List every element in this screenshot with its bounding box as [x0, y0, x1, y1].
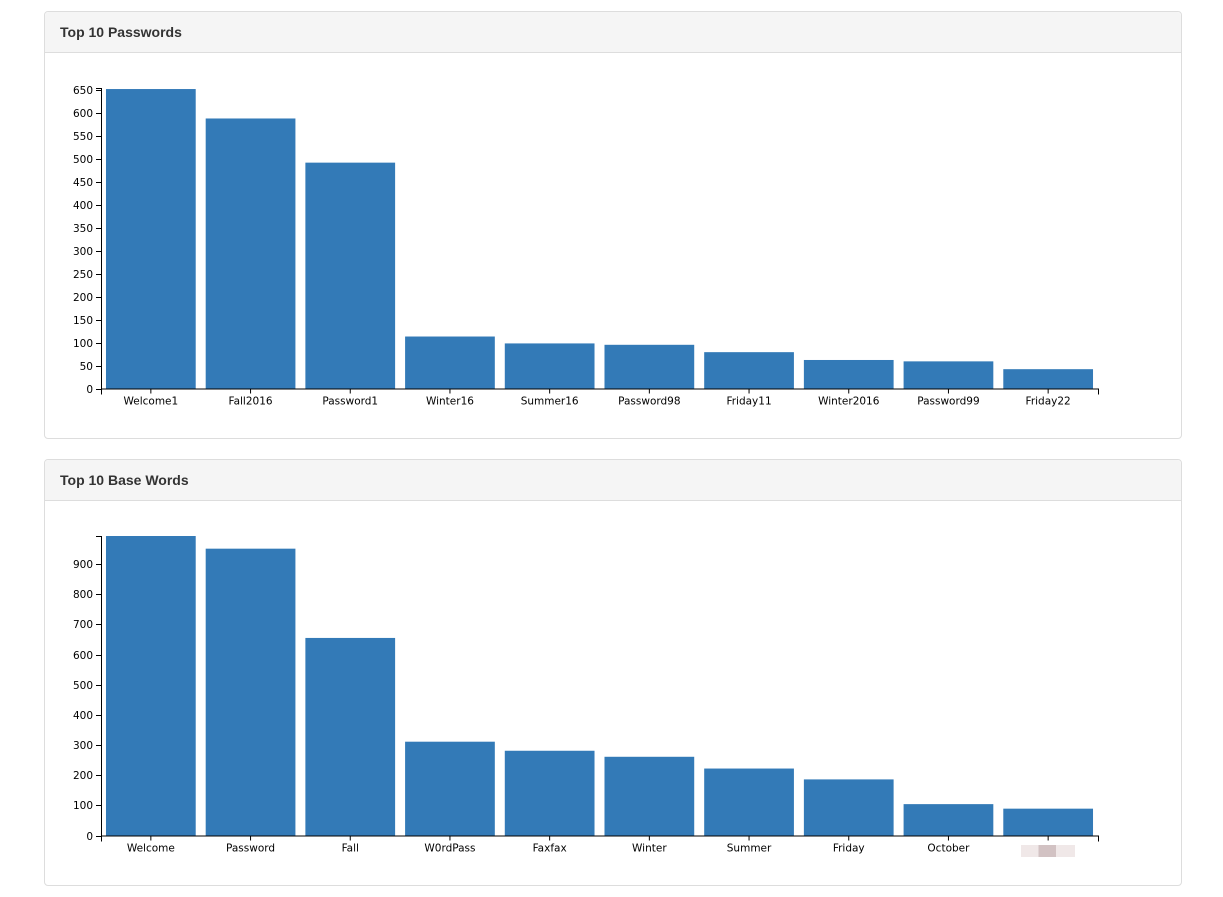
y-tick-label: 600: [73, 108, 93, 120]
x-axis: Welcome Password Fall W0rdPass Faxfax Winter S…: [101, 835, 1099, 855]
top-passwords-panel: Top 10 Passwords 0 50 100 150 200 250 300 350 40…: [44, 11, 1182, 439]
y-tick-label: 0: [86, 831, 93, 843]
bar-Password[interactable]: [205, 548, 296, 836]
y-tick-label: 500: [73, 154, 93, 166]
y-tick-label: 100: [73, 800, 93, 812]
top-passwords-chart: 0 50 100 150 200 250 300 350 400 450 500 550 600 650 W…: [73, 85, 1099, 408]
x-tick-label: Password98: [618, 396, 680, 408]
top-base-words-title: Top 10 Base Words: [45, 460, 1181, 501]
x-tick-label: Faxfax: [533, 843, 567, 855]
bar-Friday22[interactable]: [1003, 369, 1094, 389]
y-tick-label: 300: [73, 246, 93, 258]
y-tick-label: 900: [73, 559, 93, 571]
x-tick-label: Friday: [833, 843, 865, 855]
y-tick-label: 700: [73, 619, 93, 631]
x-tick-label: Winter16: [426, 396, 474, 408]
bar-Password1[interactable]: [305, 162, 396, 389]
y-tick-label: 500: [73, 680, 93, 692]
bar-Fall2016[interactable]: [205, 118, 296, 389]
bar-October[interactable]: [903, 804, 994, 836]
x-tick-label: Password: [226, 843, 275, 855]
bar-Winter[interactable]: [604, 756, 695, 836]
bar-Friday[interactable]: [803, 779, 894, 836]
x-tick-label: Welcome1: [123, 396, 178, 408]
x-tick-label: Winter2016: [818, 396, 880, 408]
x-tick-label-redacted: [1021, 844, 1076, 857]
y-tick-label: 550: [73, 131, 93, 143]
x-tick-label: Fall2016: [229, 396, 273, 408]
y-axis: 0 100 200 300 400 500 600 700 800 900: [73, 536, 102, 843]
x-tick-label: October: [927, 843, 970, 855]
y-tick-label: 600: [73, 650, 93, 662]
x-tick-label: Password99: [917, 396, 979, 408]
y-tick-label: 150: [73, 315, 93, 327]
y-tick-label: 650: [73, 85, 93, 97]
top-base-words-body: 0 100 200 300 400 500 600 700 800 900 Welcome Passw…: [45, 501, 1181, 890]
x-tick-label: Friday11: [726, 396, 771, 408]
top-passwords-body: 0 50 100 150 200 250 300 350 400 450 500 550 600 650 W…: [45, 53, 1181, 443]
x-tick-label: Winter: [632, 843, 667, 855]
bar-Winter16[interactable]: [405, 336, 495, 389]
bar-Password99[interactable]: [903, 361, 994, 389]
y-tick-label: 300: [73, 740, 93, 752]
x-tick-label: Welcome: [127, 843, 175, 855]
x-tick-label: Friday22: [1026, 396, 1071, 408]
x-tick-label: Fall: [342, 843, 359, 855]
top-passwords-title: Top 10 Passwords: [45, 12, 1181, 53]
y-axis: 0 50 100 150 200 250 300 350 400 450 500 550 600 650: [73, 85, 102, 396]
y-tick-label: 100: [73, 338, 93, 350]
y-tick-label: 400: [73, 200, 93, 212]
y-tick-label: 400: [73, 710, 93, 722]
bar-Welcome[interactable]: [105, 536, 196, 836]
y-tick-label: 350: [73, 223, 93, 235]
bar-Faxfax[interactable]: [504, 750, 595, 836]
y-tick-label: 800: [73, 589, 93, 601]
bar-Winter2016[interactable]: [803, 359, 894, 389]
y-tick-label: 250: [73, 269, 93, 281]
bars: [105, 536, 1094, 836]
bar-Password98[interactable]: [604, 344, 695, 389]
y-tick-label: 200: [73, 292, 93, 304]
x-tick-label: Summer: [727, 843, 772, 855]
bar-Welcome1[interactable]: [105, 89, 196, 389]
top-base-words-panel: Top 10 Base Words 0 100 200 300 400 500 600 700…: [44, 459, 1182, 886]
bar-Summer16[interactable]: [504, 343, 595, 389]
y-tick-label: 200: [73, 770, 93, 782]
y-tick-label: 450: [73, 177, 93, 189]
y-tick-label: 0: [86, 384, 93, 396]
top-base-words-chart: 0 100 200 300 400 500 600 700 800 900 Welcome Passw…: [73, 536, 1099, 855]
bar-Fall[interactable]: [305, 637, 396, 836]
x-tick-label: W0rdPass: [424, 843, 475, 855]
x-tick-label: Summer16: [521, 396, 579, 408]
bar-Friday11[interactable]: [704, 352, 794, 389]
x-axis: Welcome1 Fall2016 Password1 Winter16 Summer1…: [101, 388, 1099, 408]
x-tick-label: Password1: [322, 396, 378, 408]
y-tick-label: 50: [80, 361, 93, 373]
bar-Summer[interactable]: [704, 768, 794, 836]
bar-redacted[interactable]: [1003, 808, 1094, 836]
bar-W0rdPass[interactable]: [405, 741, 495, 836]
bars: [105, 89, 1094, 389]
